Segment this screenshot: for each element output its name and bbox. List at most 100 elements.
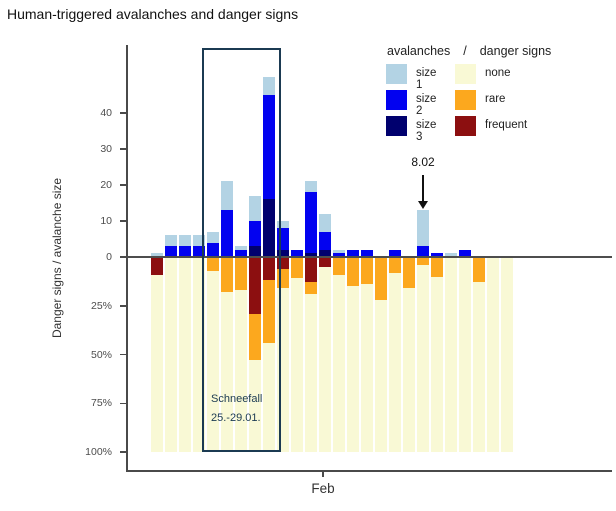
y-axis-line bbox=[126, 45, 128, 471]
legend-header-avalanches: avalanches bbox=[387, 44, 451, 58]
legend-avalanche-swatch-size-1 bbox=[386, 64, 407, 84]
y-tick-label-count: 40 bbox=[100, 107, 112, 119]
bar-segment-rare bbox=[417, 257, 429, 265]
bar-segment-size-1 bbox=[263, 77, 275, 95]
bar-segment-none bbox=[473, 282, 485, 452]
legend-avalanche-label-size-3: size 3 bbox=[416, 119, 437, 143]
bar-segment-frequent bbox=[249, 257, 261, 314]
legend-header-danger-signs: danger signs bbox=[479, 44, 552, 58]
bar-segment-size-3 bbox=[319, 249, 331, 257]
bar-segment-size-1 bbox=[305, 181, 317, 193]
bar-segment-rare bbox=[333, 257, 345, 275]
bar-segment-size-2 bbox=[263, 95, 275, 200]
date-annotation-label: 8.02 bbox=[411, 155, 435, 169]
bar-segment-size-3 bbox=[263, 199, 275, 257]
bar-segment-frequent bbox=[277, 257, 289, 269]
legend-avalanche-label-size-2: size 2 bbox=[416, 93, 437, 117]
y-tick-mark bbox=[120, 402, 127, 404]
bar-segment-none bbox=[361, 284, 373, 452]
bar-segment-rare bbox=[291, 257, 303, 279]
bar-segment-size-2 bbox=[179, 246, 191, 257]
bar-segment-rare bbox=[263, 280, 275, 343]
y-tick-mark bbox=[120, 112, 127, 114]
bar-segment-rare bbox=[249, 313, 261, 361]
y-tick-mark bbox=[120, 256, 127, 258]
bar-segment-none bbox=[417, 264, 429, 452]
bar-segment-size-1 bbox=[165, 235, 177, 247]
bar-segment-size-2 bbox=[459, 249, 471, 257]
bar-segment-frequent bbox=[263, 257, 275, 281]
bar-segment-none bbox=[305, 294, 317, 452]
bar-segment-size-1 bbox=[417, 210, 429, 247]
bar-segment-size-2 bbox=[389, 249, 401, 257]
bar-segment-frequent bbox=[151, 257, 163, 275]
bar-segment-none bbox=[375, 299, 387, 452]
bar-segment-none bbox=[459, 257, 471, 452]
bar-segment-size-1 bbox=[249, 195, 261, 221]
legend-danger-swatch-rare bbox=[455, 90, 476, 110]
y-tick-label-percent: 100% bbox=[85, 446, 112, 458]
bar-segment-rare bbox=[207, 257, 219, 271]
bar-segment-rare bbox=[431, 257, 443, 277]
down-arrow-shaft bbox=[422, 175, 424, 201]
bar-segment-size-2 bbox=[417, 246, 429, 257]
snowfall-annotation-line1: Schneefall bbox=[211, 393, 263, 405]
snowfall-annotation-line2: 25.-29.01. bbox=[211, 412, 261, 424]
bar-segment-none bbox=[333, 274, 345, 452]
bar-segment-size-2 bbox=[291, 249, 303, 257]
y-tick-mark bbox=[120, 184, 127, 186]
bar-segment-size-1 bbox=[151, 253, 163, 257]
bar-segment-none bbox=[501, 257, 513, 452]
y-tick-label-percent: 25% bbox=[90, 299, 112, 312]
bar-segment-rare bbox=[389, 257, 401, 273]
bar-segment-size-2 bbox=[165, 246, 177, 257]
legend-header-separator: / bbox=[463, 44, 467, 58]
bar-segment-size-1 bbox=[277, 221, 289, 229]
x-axis-label: Feb bbox=[311, 481, 335, 496]
y-tick-mark bbox=[120, 305, 127, 307]
bar-segment-none bbox=[151, 274, 163, 452]
legend-avalanche-label-size-1: size 1 bbox=[416, 67, 437, 91]
bar-segment-size-1 bbox=[207, 231, 219, 243]
snowfall-annotation-box bbox=[202, 48, 281, 452]
legend-danger-label-frequent: frequent bbox=[485, 119, 528, 131]
down-arrow-icon bbox=[418, 201, 428, 209]
feb-tick-mark bbox=[322, 471, 324, 477]
bar-segment-none bbox=[319, 266, 331, 452]
bar-segment-size-1 bbox=[333, 249, 345, 254]
bar-segment-none bbox=[347, 286, 359, 452]
bar-segment-rare bbox=[473, 257, 485, 283]
bar-segment-size-2 bbox=[249, 221, 261, 247]
bar-segment-size-3 bbox=[305, 253, 317, 257]
bar-segment-rare bbox=[221, 257, 233, 293]
legend-header: avalanches / danger signs bbox=[387, 44, 551, 58]
bar-segment-rare bbox=[361, 257, 373, 285]
y-tick-label-percent: 50% bbox=[90, 348, 112, 361]
bar-segment-none bbox=[445, 257, 457, 452]
legend-avalanche-swatch-size-3 bbox=[386, 116, 407, 136]
y-tick-mark bbox=[120, 451, 127, 453]
bar-segment-size-1 bbox=[319, 213, 331, 232]
bar-segment-size-2 bbox=[235, 249, 247, 257]
bar-segment-rare bbox=[235, 257, 247, 291]
bar-segment-size-2 bbox=[333, 253, 345, 257]
bar-segment-none bbox=[249, 360, 261, 452]
bar-segment-rare bbox=[305, 282, 317, 295]
bar-segment-none bbox=[221, 292, 233, 452]
bar-segment-none bbox=[263, 342, 275, 452]
zero-baseline bbox=[127, 256, 612, 258]
bar-segment-size-1 bbox=[193, 235, 205, 247]
bar-segment-size-1 bbox=[235, 246, 247, 250]
legend-danger-label-none: none bbox=[485, 67, 511, 79]
y-tick-mark bbox=[120, 148, 127, 150]
legend-danger-label-rare: rare bbox=[485, 93, 506, 105]
y-tick-label-count: 30 bbox=[100, 143, 112, 155]
bar-segment-size-2 bbox=[347, 249, 359, 257]
bar-segment-none bbox=[179, 257, 191, 452]
bar-segment-frequent bbox=[305, 257, 317, 283]
bar-segment-size-2 bbox=[361, 249, 373, 257]
bar-segment-size-2 bbox=[305, 192, 317, 254]
legend-danger-swatch-none bbox=[455, 64, 476, 84]
y-tick-mark bbox=[120, 353, 127, 356]
